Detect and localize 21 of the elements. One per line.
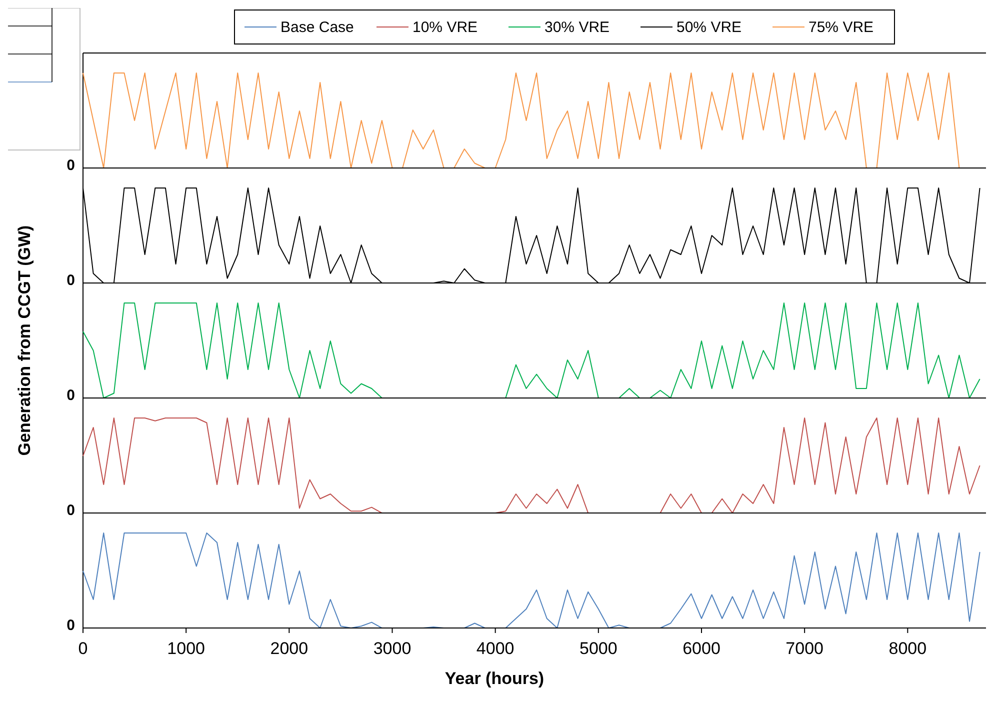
x-tick-label: 5000 <box>579 639 618 658</box>
text: 0 <box>66 157 75 174</box>
x-tick-label: 3000 <box>373 639 412 658</box>
text: 0 <box>66 272 75 289</box>
x-tick-label: 1000 <box>167 639 205 658</box>
x-tick-label: 6000 <box>682 639 720 658</box>
x-tick-label: 4000 <box>476 639 514 658</box>
x-tick-label: 7000 <box>786 639 824 658</box>
legend-label: 75% VRE <box>808 19 874 36</box>
legend-label: 50% VRE <box>676 19 742 36</box>
legend-label: 30% VRE <box>544 19 610 36</box>
text: 0 <box>66 387 75 404</box>
x-tick-label: 2000 <box>270 639 308 658</box>
x-axis-title: Year (hours) <box>444 669 544 688</box>
y-axis-title: Generation from CCGT (GW) <box>15 225 34 456</box>
x-tick-label: 0 <box>78 639 88 658</box>
x-tick-label: 8000 <box>888 639 927 658</box>
text: 0 <box>66 502 75 519</box>
text: 0 <box>66 617 75 634</box>
legend-label: 10% VRE <box>412 19 478 36</box>
legend-label: Base Case <box>280 19 354 36</box>
